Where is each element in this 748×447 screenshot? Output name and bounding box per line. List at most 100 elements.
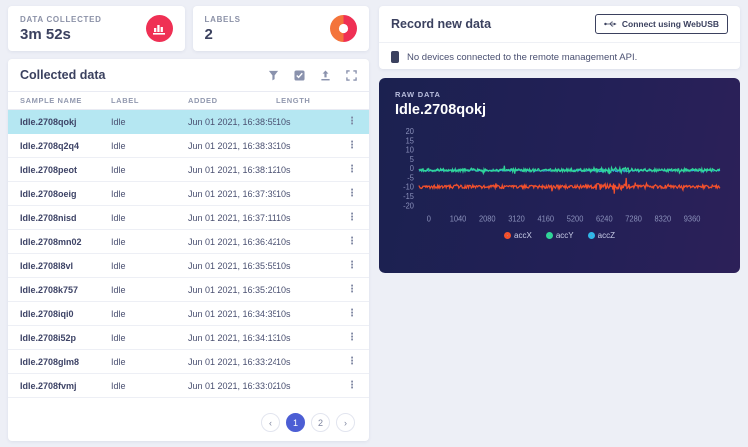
added-cell: Jun 01 2021, 16:37:11 [188,205,276,230]
col-sample-name: Sample name [8,91,111,110]
legend-item-accY[interactable]: accY [545,231,574,240]
connect-webusb-label: Connect using WebUSB [621,19,719,29]
raw-data-title: Idle.2708qokj [395,102,487,118]
svg-text:0: 0 [410,164,414,173]
label-cell: Idle [111,253,188,278]
record-new-data-card: Record new data Connect using WebUSB No … [379,6,740,69]
length-cell: 10s [276,157,318,182]
svg-text:-10: -10 [403,183,414,192]
sample-name-cell[interactable]: Idle.2708q2q4 [8,133,111,158]
table-row[interactable]: Idle.2708k757 Idle Jun 01 2021, 16:35:20… [8,277,369,302]
kebab-menu-icon[interactable]: ⋮ [347,212,357,223]
legend-label: accY [555,231,574,240]
collected-data-card: Collected data [8,59,369,441]
sample-name-cell[interactable]: Idle.2708qokj [8,109,111,134]
sample-name-cell[interactable]: Idle.2708i52p [8,325,111,350]
no-devices-message: No devices connected to the remote manag… [407,51,638,63]
label-cell: Idle [111,109,188,134]
sample-name-cell[interactable]: Idle.2708glm8 [8,349,111,374]
label-cell: Idle [111,301,188,326]
table-row[interactable]: Idle.2708i52p Idle Jun 01 2021, 16:34:13… [8,325,369,350]
collected-data-title: Collected data [20,68,106,82]
stat-value-data-collected: 3m 52s [20,25,71,43]
kebab-menu-icon[interactable]: ⋮ [347,140,357,151]
svg-text:-5: -5 [407,173,414,182]
added-cell: Jun 01 2021, 16:35:55 [188,253,276,278]
kebab-menu-icon[interactable]: ⋮ [347,332,357,343]
pagination-page-1[interactable]: 1 [286,413,305,432]
sample-table-body: Idle.2708qokj Idle Jun 01 2021, 16:38:55… [8,109,369,398]
legend-item-accZ[interactable]: accZ [587,231,615,240]
kebab-menu-icon[interactable]: ⋮ [347,188,357,199]
table-row[interactable]: Idle.2708glm8 Idle Jun 01 2021, 16:33:24… [8,349,369,374]
pagination-next-button[interactable]: › [336,413,355,432]
sample-name-cell[interactable]: Idle.2708nisd [8,205,111,230]
stat-card-labels: Labels 2 [192,6,369,51]
table-row[interactable]: Idle.2708nisd Idle Jun 01 2021, 16:37:11… [8,205,369,230]
col-label: Label [111,91,188,110]
sample-name-cell[interactable]: Idle.2708oeig [8,181,111,206]
svg-text:-15: -15 [403,192,414,201]
expand-icon[interactable] [346,69,357,81]
legend-label: accZ [597,231,615,240]
stat-label-data-collected: Data collected [20,14,102,24]
upload-icon[interactable] [320,69,331,81]
legend-item-accX[interactable]: accX [504,231,532,240]
record-body: No devices connected to the remote manag… [379,43,740,71]
table-row[interactable]: Idle.2708iqi0 Idle Jun 01 2021, 16:34:35… [8,301,369,326]
sample-name-cell[interactable]: Idle.2708l8vl [8,253,111,278]
svg-text:3120: 3120 [508,214,525,223]
kebab-menu-icon[interactable]: ⋮ [347,380,357,391]
table-row[interactable]: Idle.2708mn02 Idle Jun 01 2021, 16:36:42… [8,229,369,254]
svg-text:2080: 2080 [479,214,496,223]
left-column: Data collected 3m 52s Labels 2 [8,6,369,441]
collected-data-header: Collected data [8,59,369,91]
usb-icon [604,21,617,27]
select-all-icon[interactable] [294,69,305,81]
table-row[interactable]: Idle.2708oeig Idle Jun 01 2021, 16:37:39… [8,181,369,206]
stat-text: Labels 2 [205,15,241,43]
legend-dot-icon [504,232,512,239]
length-cell: 10s [276,277,318,302]
kebab-menu-icon[interactable]: ⋮ [347,116,357,127]
filter-icon[interactable] [268,70,279,81]
added-cell: Jun 01 2021, 16:35:20 [188,277,276,302]
added-cell: Jun 01 2021, 16:36:42 [188,229,276,254]
table-row[interactable]: Idle.2708peot Idle Jun 01 2021, 16:38:12… [8,157,369,182]
svg-text:5200: 5200 [567,214,584,223]
svg-text:-20: -20 [403,201,414,210]
bar-chart-icon [145,15,173,42]
table-row[interactable]: Idle.2708fvmj Idle Jun 01 2021, 16:33:02… [8,373,369,398]
length-cell: 10s [276,349,318,374]
table-row[interactable]: Idle.2708qokj Idle Jun 01 2021, 16:38:55… [8,109,369,134]
raw-data-panel: Raw data Idle.2708qokj 20 15 10 5 0 -5 -10 -15-… [379,78,740,273]
length-cell: 10s [276,229,318,254]
donut-chart-icon [330,15,357,42]
table-row[interactable]: Idle.2708q2q4 Idle Jun 01 2021, 16:38:33… [8,133,369,158]
sample-table: Sample name Label Added Length Idle.2708… [8,91,369,398]
added-cell: Jun 01 2021, 16:38:12 [188,157,276,182]
kebab-menu-icon[interactable]: ⋮ [347,308,357,319]
label-cell: Idle [111,349,188,374]
sample-name-cell[interactable]: Idle.2708fvmj [8,373,111,398]
length-cell: 10s [276,109,318,134]
sample-name-cell[interactable]: Idle.2708mn02 [8,229,111,254]
connect-webusb-button[interactable]: Connect using WebUSB [594,14,728,34]
sample-name-cell[interactable]: Idle.2708iqi0 [8,301,111,326]
kebab-menu-icon[interactable]: ⋮ [347,356,357,367]
sample-name-cell[interactable]: Idle.2708peot [8,157,111,182]
pagination-prev-button[interactable]: ‹ [261,413,280,432]
col-length: Length [276,91,318,110]
length-cell: 10s [276,253,318,278]
sample-name-cell[interactable]: Idle.2708k757 [8,277,111,302]
kebab-menu-icon[interactable]: ⋮ [347,260,357,271]
kebab-menu-icon[interactable]: ⋮ [347,236,357,247]
kebab-menu-icon[interactable]: ⋮ [347,284,357,295]
stat-row: Data collected 3m 52s Labels 2 [8,6,369,51]
pagination-page-2[interactable]: 2 [311,413,330,432]
table-row[interactable]: Idle.2708l8vl Idle Jun 01 2021, 16:35:55… [8,253,369,278]
kebab-menu-icon[interactable]: ⋮ [347,164,357,175]
added-cell: Jun 01 2021, 16:33:02 [188,373,276,398]
